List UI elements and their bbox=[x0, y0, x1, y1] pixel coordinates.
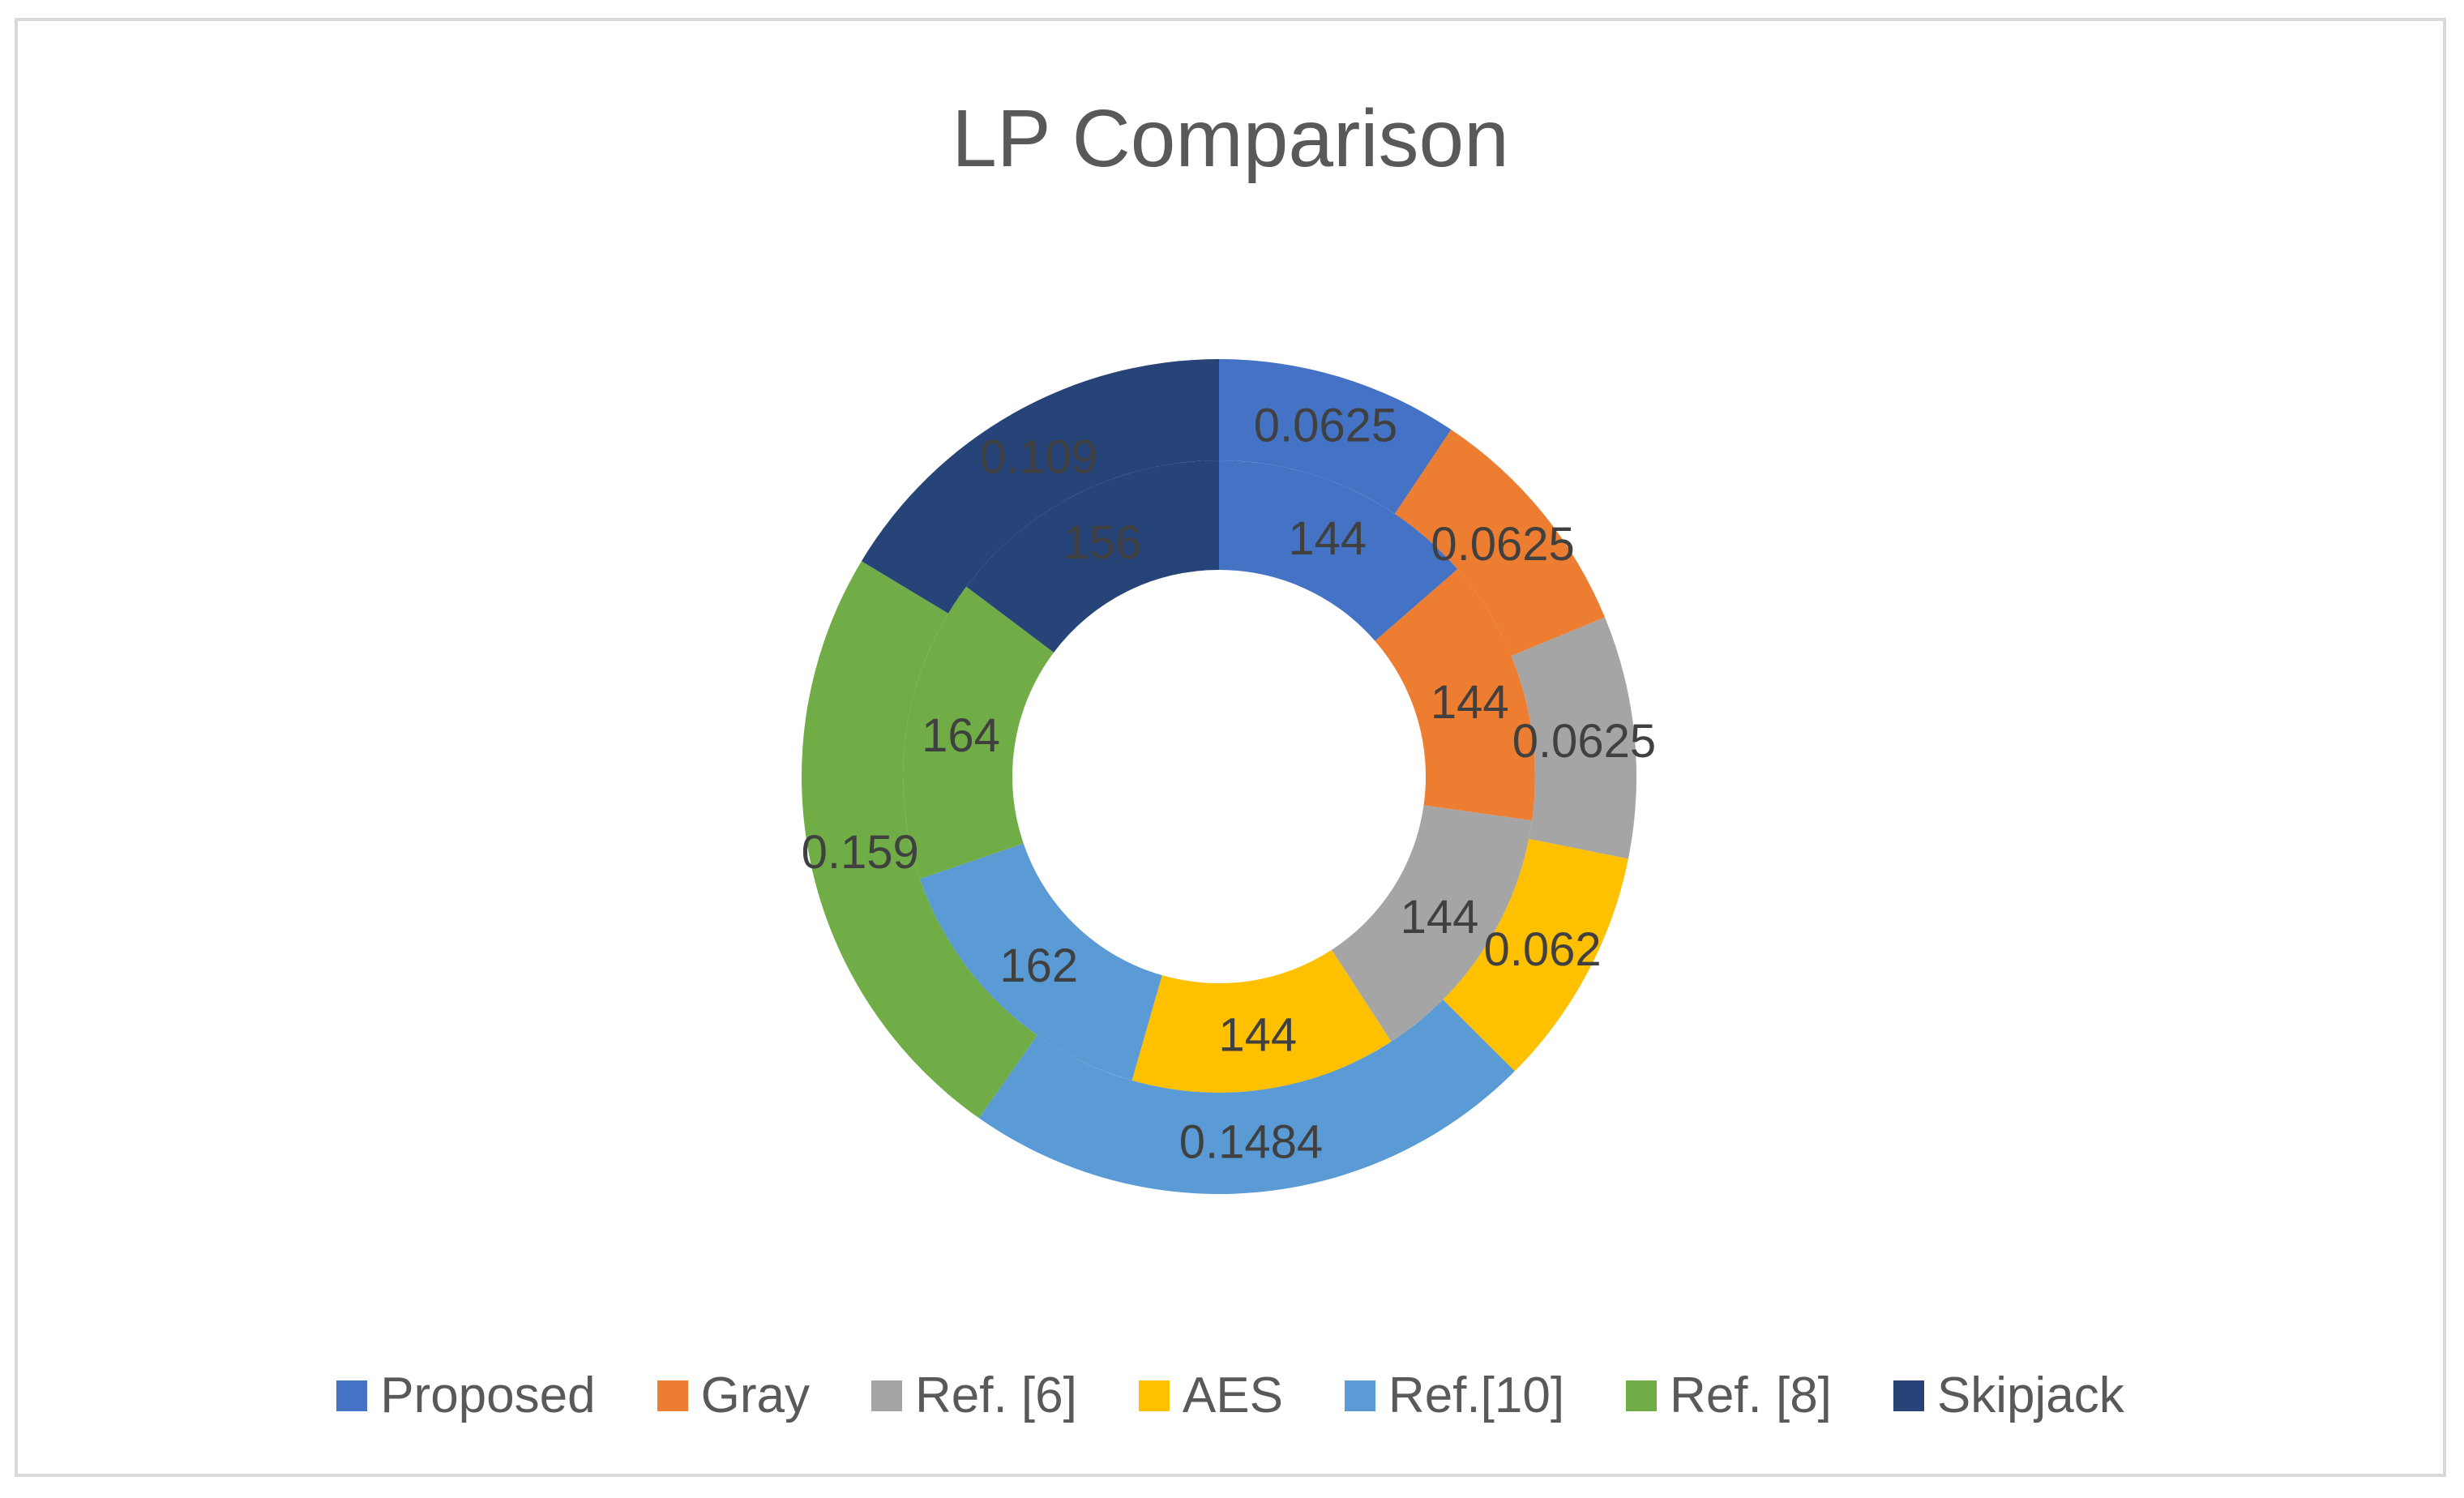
legend-label: Ref. [6] bbox=[914, 1367, 1077, 1423]
chart-frame: LP Comparison 144 144 144 144 162 164 156 0.062… bbox=[15, 18, 2446, 1477]
inner-slice-ref-10 bbox=[919, 843, 1162, 1081]
legend-item-skipjack: Skipjack bbox=[1893, 1367, 2124, 1424]
outer-label-ref-6: 0.0625 bbox=[1512, 715, 1656, 768]
legend-label: AES bbox=[1182, 1367, 1283, 1423]
legend-swatch bbox=[1138, 1380, 1170, 1411]
outer-slice-gray bbox=[1394, 429, 1606, 657]
legend-swatch bbox=[657, 1380, 688, 1411]
outer-slice-proposed bbox=[1219, 359, 1452, 514]
legend-item-ref-8: Ref. [8] bbox=[1626, 1367, 1832, 1424]
legend-swatch bbox=[1626, 1380, 1658, 1411]
chart-title: LP Comparison bbox=[952, 93, 1509, 184]
doughnut-chart: 144 144 144 144 162 164 156 0.0625 0.0625 0.0625 0… bbox=[802, 359, 1656, 1194]
legend-item-ref-10: Ref.[10] bbox=[1344, 1367, 1565, 1424]
data-labels: 144 144 144 144 162 164 156 0.0625 0.0625 0.0625 0… bbox=[802, 400, 1656, 1169]
inner-slice-aes bbox=[1131, 949, 1392, 1094]
outer-label-aes: 0.062 bbox=[1483, 923, 1601, 976]
inner-label-gray: 144 bbox=[1431, 676, 1509, 729]
legend: Proposed Gray Ref. [6] AES Ref.[10] Ref. [8] S… bbox=[18, 1367, 2443, 1424]
legend-label: Proposed bbox=[380, 1367, 596, 1423]
legend-item-aes: AES bbox=[1138, 1367, 1283, 1424]
inner-label-ref-10: 162 bbox=[999, 939, 1078, 992]
inner-label-ref-8: 164 bbox=[922, 709, 1000, 762]
outer-slice-ref-10 bbox=[978, 999, 1515, 1194]
inner-label-skipjack: 156 bbox=[1063, 516, 1142, 569]
inner-slice-proposed bbox=[1219, 460, 1458, 641]
outer-label-ref-10: 0.1484 bbox=[1179, 1115, 1323, 1168]
inner-slice-ref-8 bbox=[903, 586, 1054, 880]
legend-swatch bbox=[336, 1380, 368, 1411]
inner-slice-gray bbox=[1375, 569, 1535, 821]
legend-swatch bbox=[871, 1380, 902, 1411]
outer-slice-ref-6 bbox=[1511, 617, 1636, 859]
outer-label-gray: 0.0625 bbox=[1431, 518, 1574, 571]
outer-slice-ref-8 bbox=[802, 561, 1037, 1119]
inner-label-proposed: 144 bbox=[1288, 512, 1367, 565]
legend-item-ref-6: Ref. [6] bbox=[871, 1367, 1077, 1424]
outer-label-ref-8: 0.159 bbox=[802, 826, 919, 879]
legend-item-gray: Gray bbox=[657, 1367, 810, 1424]
legend-label: Skipjack bbox=[1936, 1367, 2124, 1423]
legend-swatch bbox=[1344, 1380, 1375, 1411]
outer-label-proposed: 0.0625 bbox=[1254, 400, 1397, 452]
inner-label-ref-6: 144 bbox=[1401, 891, 1479, 944]
inner-slice-skipjack bbox=[966, 460, 1219, 653]
legend-label: Ref.[10] bbox=[1388, 1367, 1565, 1423]
legend-item-proposed: Proposed bbox=[336, 1367, 596, 1424]
outer-slice-aes bbox=[1443, 838, 1628, 1072]
legend-label: Gray bbox=[700, 1367, 810, 1423]
inner-label-aes: 144 bbox=[1218, 1008, 1297, 1061]
outer-label-skipjack: 0.109 bbox=[980, 431, 1097, 484]
outer-ring bbox=[802, 359, 1636, 1194]
legend-label: Ref. [8] bbox=[1670, 1367, 1832, 1423]
outer-slice-skipjack bbox=[861, 359, 1219, 614]
legend-swatch bbox=[1893, 1380, 1924, 1411]
inner-slice-ref-6 bbox=[1331, 805, 1533, 1042]
inner-ring bbox=[903, 460, 1535, 1094]
